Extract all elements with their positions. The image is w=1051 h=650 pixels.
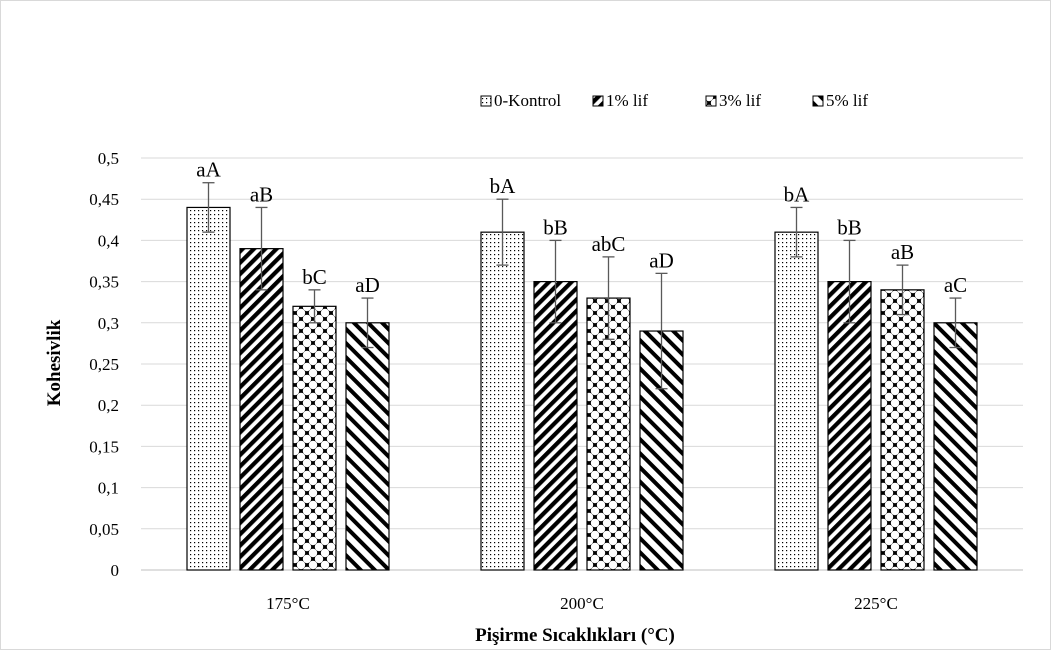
- x-axis-categories: 175°C 200°C 225°C: [266, 594, 898, 613]
- legend-swatch: [480, 95, 492, 107]
- data-label: abC: [592, 232, 626, 256]
- x-tick-label: 200°C: [560, 594, 604, 613]
- y-tick-label: 0,3: [98, 314, 119, 333]
- y-tick-label: 0,2: [98, 396, 119, 415]
- bar: [239, 248, 284, 571]
- bar: [827, 281, 872, 571]
- bar: [345, 322, 390, 571]
- bar: [292, 305, 337, 571]
- x-axis-title: Pişirme Sıcaklıkları (°C): [475, 625, 675, 646]
- data-label: bA: [490, 174, 517, 198]
- bar: [533, 281, 578, 571]
- bars: [186, 206, 978, 571]
- legend-swatch: [592, 95, 604, 107]
- legend-label: 5% lif: [826, 91, 868, 110]
- x-tick-label: 175°C: [266, 594, 310, 613]
- bar: [480, 231, 525, 571]
- legend: 0-Kontrol 1% lif 3% lif 5% lif: [480, 91, 868, 110]
- bar: [933, 322, 978, 571]
- data-labels: aA aB bC aD bA bB abC aD bA bB aB aC: [196, 158, 967, 297]
- y-tick-label: 0,25: [89, 355, 119, 374]
- y-tick-label: 0,15: [89, 437, 119, 456]
- y-tick-label: 0,5: [98, 149, 119, 168]
- data-label: bB: [543, 215, 568, 239]
- data-label: aC: [944, 273, 967, 297]
- gridlines: [141, 157, 1023, 571]
- y-tick-label: 0,1: [98, 479, 119, 498]
- data-label: bB: [837, 215, 862, 239]
- y-tick-label: 0,05: [89, 520, 119, 539]
- legend-label: 0-Kontrol: [494, 91, 561, 110]
- data-label: aB: [250, 182, 273, 206]
- data-label: aB: [891, 240, 914, 264]
- data-label: bA: [784, 182, 811, 206]
- legend-label: 1% lif: [606, 91, 648, 110]
- x-tick-label: 225°C: [854, 594, 898, 613]
- error-bars: [202, 182, 962, 390]
- bar: [186, 206, 231, 571]
- y-tick-label: 0,45: [89, 190, 119, 209]
- y-axis-ticks: 0 0,05 0,1 0,15 0,2 0,25 0,3 0,35 0,4 0,45 0,5: [89, 149, 119, 580]
- data-label: aD: [649, 248, 674, 272]
- data-label: aA: [196, 158, 221, 182]
- legend-swatch: [812, 95, 824, 107]
- legend-label: 3% lif: [719, 91, 761, 110]
- data-label: bC: [302, 265, 327, 289]
- y-tick-label: 0: [111, 561, 120, 580]
- bar: [774, 231, 819, 571]
- y-tick-label: 0,35: [89, 273, 119, 292]
- y-tick-label: 0,4: [98, 231, 120, 250]
- data-label: aD: [355, 273, 380, 297]
- legend-swatch: [705, 95, 717, 107]
- y-axis-title: Kohesivlik: [44, 319, 65, 406]
- bar: [880, 289, 925, 571]
- bar: [586, 297, 631, 571]
